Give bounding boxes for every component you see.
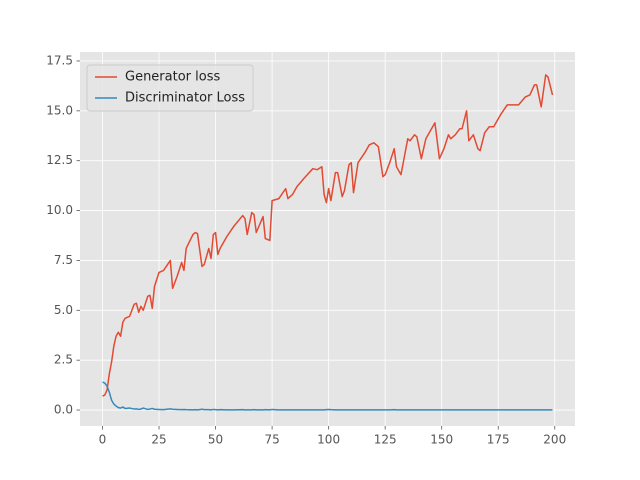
y-tick-label: 12.5 [46, 153, 73, 167]
legend-box [86, 64, 254, 112]
legend-label: Discriminator Loss [125, 91, 245, 106]
y-tick-label: 10.0 [46, 203, 73, 217]
x-tick-label: 100 [317, 433, 340, 447]
y-tick-label: 17.5 [46, 53, 73, 67]
x-tick-label: 0 [99, 433, 107, 447]
legend: Generator loss Discriminator Loss [86, 64, 254, 112]
x-tick-label: 75 [264, 433, 279, 447]
y-tick-label: 5.0 [54, 303, 73, 317]
series-line [102, 381, 553, 411]
y-tick-label: 15.0 [46, 103, 73, 117]
y-tick-label: 2.5 [54, 353, 73, 367]
y-tick-label: 0.0 [54, 403, 73, 417]
series-line [102, 74, 554, 397]
x-tick-label: 25 [151, 433, 166, 447]
x-tick-label: 125 [374, 433, 397, 447]
legend-label: Generator loss [125, 70, 220, 85]
x-tick-label: 200 [543, 433, 566, 447]
x-tick-label: 50 [208, 433, 223, 447]
x-tick-label: 175 [487, 433, 510, 447]
plot-area [80, 52, 575, 426]
x-tick-label: 150 [430, 433, 453, 447]
y-tick-label: 7.5 [54, 253, 73, 267]
